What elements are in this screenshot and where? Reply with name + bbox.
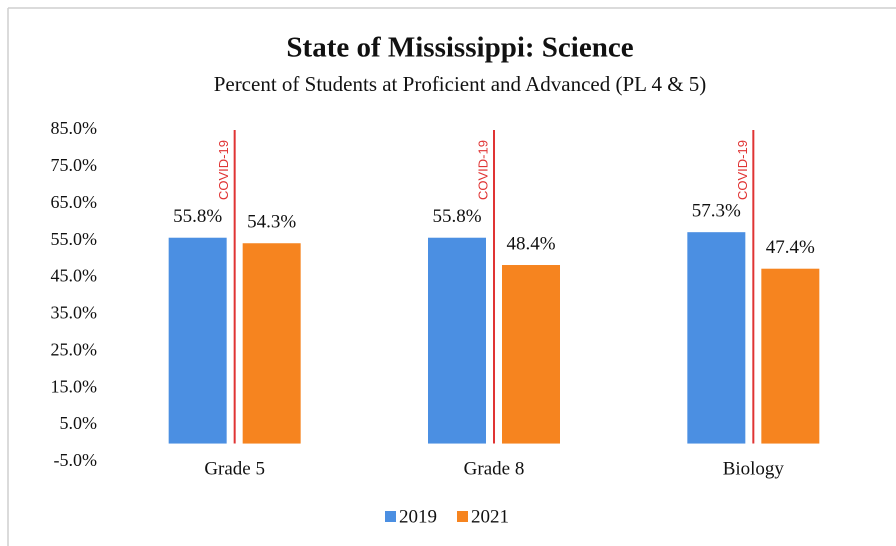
covid-annotation: COVID-19 [216, 140, 231, 200]
y-tick-label: 5.0% [60, 413, 98, 433]
legend-swatch [457, 511, 468, 522]
legend-label: 2021 [471, 506, 509, 527]
y-tick-label: 45.0% [51, 266, 98, 286]
bar [168, 237, 227, 444]
covid-annotation: COVID-19 [475, 140, 490, 200]
bar [761, 268, 820, 444]
x-tick-label: Grade 8 [464, 458, 525, 479]
y-tick-label: -5.0% [54, 450, 98, 470]
bar [242, 243, 301, 444]
y-tick-label: 85.0% [51, 118, 98, 138]
bar [502, 265, 560, 444]
y-tick-label: 55.0% [51, 229, 98, 249]
y-tick-label: 65.0% [51, 192, 98, 212]
y-tick-label: 15.0% [51, 376, 98, 396]
y-tick-label: 35.0% [51, 303, 98, 323]
value-label: 47.4% [766, 237, 815, 258]
chart-subtitle: Percent of Students at Proficient and Ad… [214, 72, 707, 96]
value-label: 48.4% [506, 233, 555, 254]
value-label: 55.8% [173, 206, 222, 227]
chart-title: State of Mississippi: Science [286, 32, 633, 64]
value-label: 54.3% [247, 212, 296, 233]
bar [687, 232, 746, 444]
legend-swatch [385, 511, 396, 522]
y-tick-label: 25.0% [51, 339, 98, 359]
covid-annotation: COVID-19 [735, 140, 750, 200]
value-label: 55.8% [432, 206, 481, 227]
x-tick-label: Biology [723, 458, 785, 479]
bar [428, 237, 486, 444]
value-label: 57.3% [692, 201, 741, 222]
x-tick-label: Grade 5 [204, 458, 265, 479]
legend-label: 2019 [399, 506, 437, 527]
y-tick-label: 75.0% [51, 155, 98, 175]
